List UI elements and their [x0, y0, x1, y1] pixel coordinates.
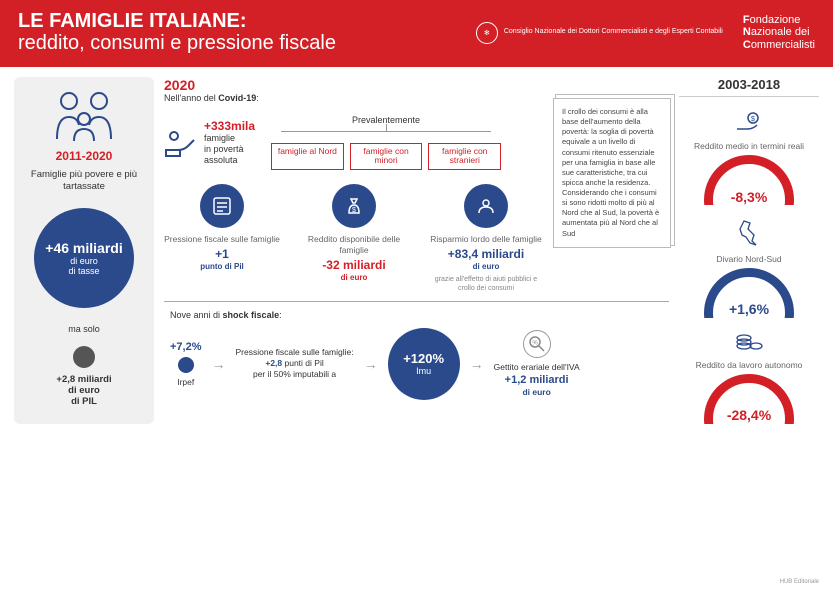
box-nord: famiglie al Nord — [271, 143, 344, 170]
g1-val: -8,3% — [704, 189, 794, 206]
box-minori: famiglie con minori — [350, 143, 423, 170]
svg-text:$: $ — [352, 207, 356, 214]
svg-text:$: $ — [751, 116, 755, 123]
iva-unit: di euro — [494, 387, 580, 398]
credit-text: HUB Editoriale — [780, 579, 819, 585]
pil-unit1: di euro — [56, 385, 111, 396]
tax-doc-icon — [200, 184, 244, 228]
imu-num: +120% — [403, 351, 444, 366]
family-icon — [49, 89, 119, 143]
iva-block: % Gettito erariale dell'IVA +1,2 miliard… — [494, 330, 580, 398]
poverty-block: +333mila famiglie in povertà assoluta — [164, 115, 255, 170]
lower-panel: Nove anni di shock fiscale: +7,2% Irpef … — [164, 301, 669, 408]
irpef-num: +7,2% — [170, 341, 202, 353]
header-bar: LE FAMIGLIE ITALIANE: reddito, consumi e… — [0, 0, 833, 67]
hands-coin-icon — [464, 184, 508, 228]
m1-unit: punto di Pil — [164, 262, 280, 272]
g2-val: +1,6% — [704, 301, 794, 318]
m1-val: +1 — [164, 247, 280, 263]
gauge-3: Reddito da lavoro autonomo -28,4% — [679, 328, 819, 424]
pressione2-block: Pressione fiscale sulle famiglie: +2,8 p… — [236, 347, 354, 380]
right-period: 2003-2018 — [679, 77, 819, 97]
m3-title: Risparmio lordo delle famiglie — [428, 234, 544, 245]
g3-label: Reddito da lavoro autonomo — [679, 360, 819, 370]
big-blue-circle: +46 miliardi di euro di tasse — [34, 208, 134, 308]
taxes-value: +46 miliardi — [45, 240, 122, 256]
svg-text:%: % — [532, 340, 538, 346]
pil-value: +2,8 miliardi — [56, 374, 111, 385]
metric-risparmio: Risparmio lordo delle famiglie +83,4 mil… — [428, 184, 544, 293]
taxes-unit1: di euro — [70, 256, 98, 266]
arrow3-icon: → — [470, 356, 484, 372]
g3-val: -28,4% — [704, 407, 794, 424]
m2-title: Reddito disponibile delle famiglie — [296, 234, 412, 256]
gauge-1: $ Reddito medio in termini reali -8,3% — [679, 107, 819, 205]
imu-label: Imu — [416, 366, 431, 376]
m3-note: grazie all'effetto di aiuti pubblici e c… — [428, 275, 544, 293]
irpef-label: Irpef — [170, 377, 202, 387]
shock-intro: Nove anni di shock fiscale: — [170, 310, 663, 320]
magnifier-percent-icon: % — [523, 330, 551, 358]
metric-reddito: $ Reddito disponibile delle famiglie -32… — [296, 184, 412, 293]
logo-fnc: FFondazioneondazione Nazionale dei Comme… — [743, 14, 815, 50]
note-sheet: Il crollo dei consumi è alla base dell'a… — [553, 98, 671, 248]
money-bag-icon: $ — [332, 184, 376, 228]
note-text: Il crollo dei consumi è alla base dell'a… — [562, 107, 659, 238]
hand-dollar-icon: $ — [735, 111, 763, 135]
hand-coin-icon — [164, 126, 198, 158]
title-line1: LE FAMIGLIE ITALIANE: — [18, 10, 336, 32]
m3-unit: di euro — [428, 262, 544, 272]
year-2020: 2020 — [164, 77, 669, 93]
left-subtitle: Famiglie più povere e più tartassate — [22, 169, 146, 194]
logo-cndcec: ✻ Consiglio Nazionale dei Dottori Commer… — [476, 22, 723, 44]
m3-val: +83,4 miliardi — [428, 247, 544, 263]
gauge-2: Divario Nord-Sud +1,6% — [679, 215, 819, 317]
poverty-l1: famiglie — [204, 133, 255, 144]
g2-label: Divario Nord-Sud — [679, 254, 819, 264]
m2-unit: di euro — [296, 273, 412, 283]
m1-title: Pressione fiscale sulle famiglie — [164, 234, 280, 245]
irpef-dot — [178, 357, 194, 373]
left-panel: 2011-2020 Famiglie più povere e più tart… — [14, 77, 154, 424]
arrow2-icon: → — [364, 356, 378, 372]
poverty-l3: assoluta — [204, 155, 255, 166]
logo-seal-icon: ✻ — [476, 22, 498, 44]
title-line2: reddito, consumi e pressione fiscale — [18, 32, 336, 55]
ma-solo-label: ma solo — [68, 324, 100, 334]
poverty-l2: in povertà — [204, 144, 255, 155]
m2-val: -32 miliardi — [296, 258, 412, 274]
arrow1-icon: → — [212, 356, 226, 372]
right-panel: 2003-2018 $ Reddito medio in termini rea… — [679, 77, 819, 424]
iva-title: Gettito erariale dell'IVA — [494, 362, 580, 373]
imu-circle: +120% Imu — [388, 328, 460, 400]
logo-cndcec-text: Consiglio Nazionale dei Dottori Commerci… — [504, 28, 723, 36]
poverty-number: +333mila — [204, 119, 255, 133]
irpef-block: +7,2% Irpef — [170, 341, 202, 387]
coins-stack-icon — [734, 332, 764, 354]
small-grey-circle — [73, 346, 95, 368]
left-period: 2011-2020 — [56, 149, 113, 163]
pil-unit2: di PIL — [56, 396, 111, 407]
bracket-line — [281, 131, 491, 139]
g1-label: Reddito medio in termini reali — [679, 141, 819, 151]
box-stranieri: famiglie con stranieri — [428, 143, 501, 170]
iva-num: +1,2 miliardi — [494, 373, 580, 387]
taxes-unit2: di tasse — [68, 266, 99, 276]
metric-pressione: Pressione fiscale sulle famiglie +1 punt… — [164, 184, 280, 293]
italy-map-icon — [736, 219, 762, 247]
